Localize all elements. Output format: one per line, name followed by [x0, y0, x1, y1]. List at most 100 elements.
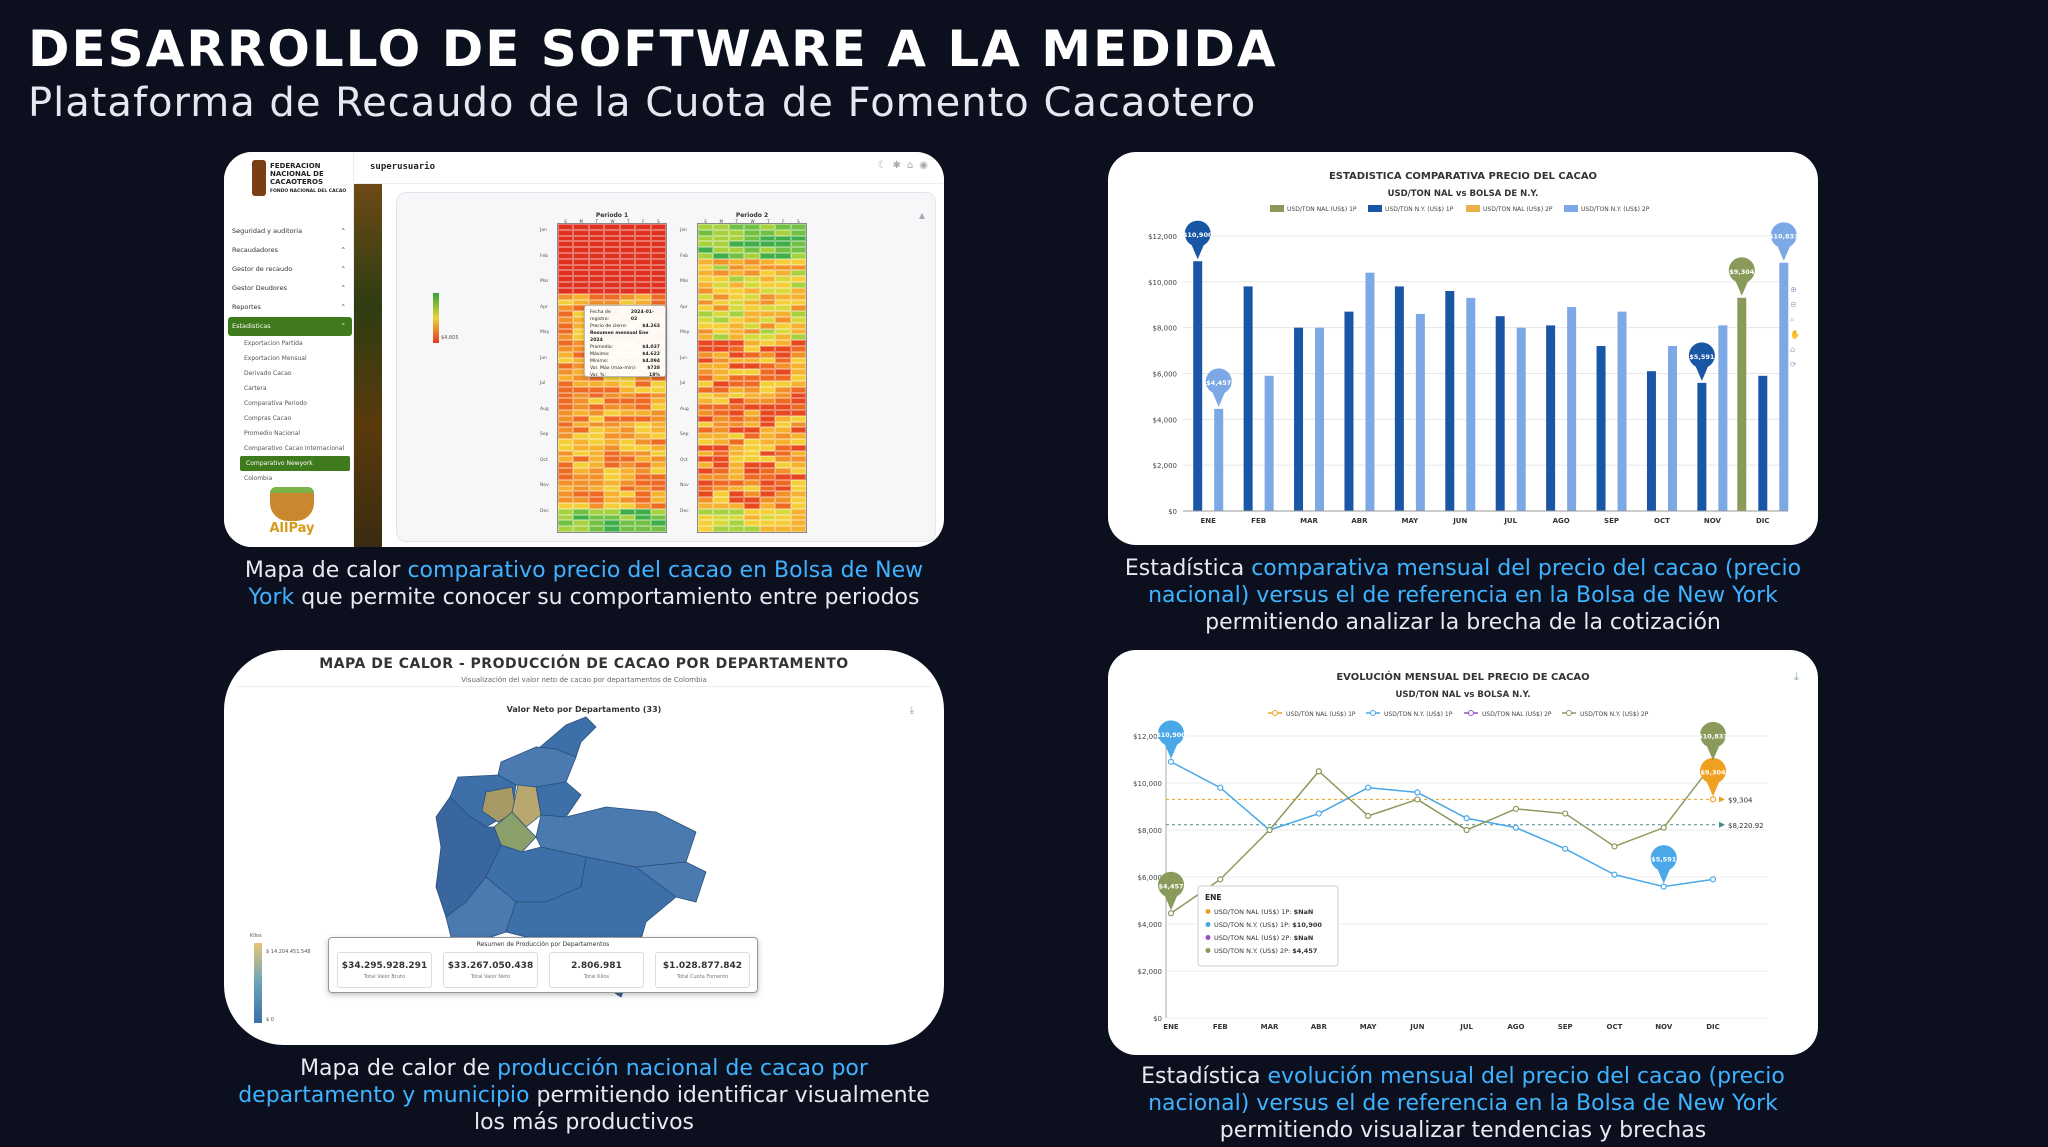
heatmap-cell[interactable]	[698, 311, 714, 317]
legend-item[interactable]: USD/TON NAL (US$) 2P	[1466, 205, 1553, 213]
heatmap-cell[interactable]	[558, 404, 574, 410]
download-icon[interactable]: ⤓	[1794, 670, 1799, 683]
heatmap-cell[interactable]	[775, 508, 791, 515]
download-icon[interactable]: ⤓	[909, 705, 914, 716]
heatmap-cell[interactable]	[713, 258, 729, 265]
heatmap-cell[interactable]	[759, 322, 776, 329]
heatmap-cell[interactable]	[588, 468, 605, 474]
heatmap-cell[interactable]	[759, 229, 776, 236]
heatmap-cell[interactable]	[635, 409, 651, 416]
settings-icon[interactable]: ✱	[892, 160, 907, 171]
heatmap-cell[interactable]	[650, 293, 666, 300]
heatmap-cell[interactable]	[588, 433, 605, 440]
heatmap-cell[interactable]	[775, 398, 791, 405]
heatmap-cell[interactable]	[759, 270, 776, 277]
heatmap-cell[interactable]	[635, 485, 651, 492]
heatmap-cell[interactable]	[558, 439, 574, 445]
heatmap-cell[interactable]	[604, 380, 620, 387]
toolbar-icon[interactable]: ⊕	[1790, 285, 1797, 294]
heatmap-cell[interactable]	[728, 421, 745, 428]
heatmap-cell[interactable]	[744, 247, 760, 254]
heatmap-cell[interactable]	[573, 282, 589, 288]
heatmap-cell[interactable]	[775, 299, 791, 306]
heatmap-cell[interactable]	[713, 514, 729, 521]
heatmap-cell[interactable]	[588, 299, 605, 306]
heatmap-cell[interactable]	[759, 369, 776, 376]
heatmap-cell[interactable]	[775, 351, 791, 358]
heatmap-cell[interactable]	[588, 235, 605, 242]
heatmap-cell[interactable]	[698, 415, 714, 422]
heatmap-cell[interactable]	[698, 473, 714, 480]
heatmap-cell[interactable]	[790, 363, 806, 370]
heatmap-cell[interactable]	[604, 293, 620, 300]
heatmap-cell[interactable]	[619, 444, 636, 451]
value-marker[interactable]: $10,833	[1769, 222, 1799, 261]
heatmap-cell[interactable]	[759, 380, 776, 387]
heatmap-cell[interactable]	[573, 229, 589, 236]
heatmap-cell[interactable]	[790, 253, 806, 259]
heatmap-cell[interactable]	[744, 427, 760, 434]
heatmap-cell[interactable]	[635, 462, 651, 469]
heatmap-cell[interactable]	[588, 444, 605, 451]
heatmap-cell[interactable]	[558, 508, 574, 515]
heatmap-cell[interactable]	[744, 276, 760, 283]
heatmap-cell[interactable]	[728, 514, 745, 521]
heatmap-cell[interactable]	[604, 264, 620, 271]
heatmap-cell[interactable]	[698, 520, 714, 527]
heatmap-cell[interactable]	[558, 444, 574, 451]
heatmap-cell[interactable]	[650, 229, 666, 236]
heatmap-cell[interactable]	[558, 409, 574, 416]
heatmap-cell[interactable]	[759, 276, 776, 283]
heatmap-cell[interactable]	[728, 485, 745, 492]
heatmap-cell[interactable]	[713, 241, 729, 248]
heatmap-cell[interactable]	[698, 427, 714, 434]
value-marker[interactable]: $9,304	[1728, 257, 1755, 296]
heatmap-cell[interactable]	[775, 253, 791, 259]
heatmap-cell[interactable]	[619, 404, 636, 410]
heatmap-cell[interactable]	[744, 322, 760, 329]
bar[interactable]	[1243, 286, 1253, 511]
heatmap-cell[interactable]	[775, 340, 791, 347]
heatmap-cell[interactable]	[573, 485, 589, 492]
heatmap-cell[interactable]	[744, 479, 760, 486]
heatmap-cell[interactable]	[728, 322, 745, 329]
heatmap-cell[interactable]	[635, 380, 651, 387]
heatmap-cell[interactable]	[573, 508, 589, 515]
scroll-up-icon[interactable]: ▲	[918, 211, 925, 220]
heatmap-cell[interactable]	[573, 375, 589, 381]
heatmap-cell[interactable]	[759, 427, 776, 434]
heatmap-cell[interactable]	[573, 468, 589, 474]
heatmap-cell[interactable]	[573, 456, 589, 463]
heatmap-cell[interactable]	[728, 340, 745, 347]
heatmap-cell[interactable]	[728, 282, 745, 288]
heatmap-cell[interactable]	[775, 433, 791, 440]
heatmap-cell[interactable]	[558, 235, 574, 242]
heatmap-cell[interactable]	[635, 421, 651, 428]
heatmap-cell[interactable]	[744, 520, 760, 527]
series-line[interactable]	[1170, 761, 1714, 888]
heatmap-cell[interactable]	[759, 444, 776, 451]
heatmap-cell[interactable]	[573, 247, 589, 254]
data-point[interactable]	[1364, 784, 1372, 791]
heatmap-cell[interactable]	[775, 270, 791, 277]
heatmap-cell[interactable]	[604, 485, 620, 492]
heatmap-cell[interactable]	[558, 346, 574, 352]
heatmap-cell[interactable]	[728, 404, 745, 410]
heatmap-cell[interactable]	[728, 299, 745, 306]
heatmap-cell[interactable]	[713, 340, 729, 347]
heatmap-cell[interactable]	[558, 398, 574, 405]
data-point[interactable]	[1414, 789, 1421, 796]
heatmap-cell[interactable]	[790, 282, 806, 288]
legend-item[interactable]: USD/TON N.Y. (US$) 1P	[1366, 710, 1453, 719]
heatmap-cell[interactable]	[759, 386, 776, 393]
bar[interactable]	[1516, 327, 1526, 511]
heatmap-cell[interactable]	[713, 380, 729, 387]
heatmap-cell[interactable]	[573, 421, 589, 428]
heatmap-cell[interactable]	[604, 299, 620, 306]
heatmap-cell[interactable]	[650, 526, 666, 532]
value-marker[interactable]: $9,304	[1700, 757, 1726, 797]
submenu-item[interactable]: Comparativo Cacao Internacional	[244, 445, 345, 452]
submenu-item[interactable]: Exportacion Mensual	[244, 355, 307, 362]
heatmap-cell[interactable]	[744, 287, 760, 294]
heatmap-cell[interactable]	[698, 235, 714, 242]
